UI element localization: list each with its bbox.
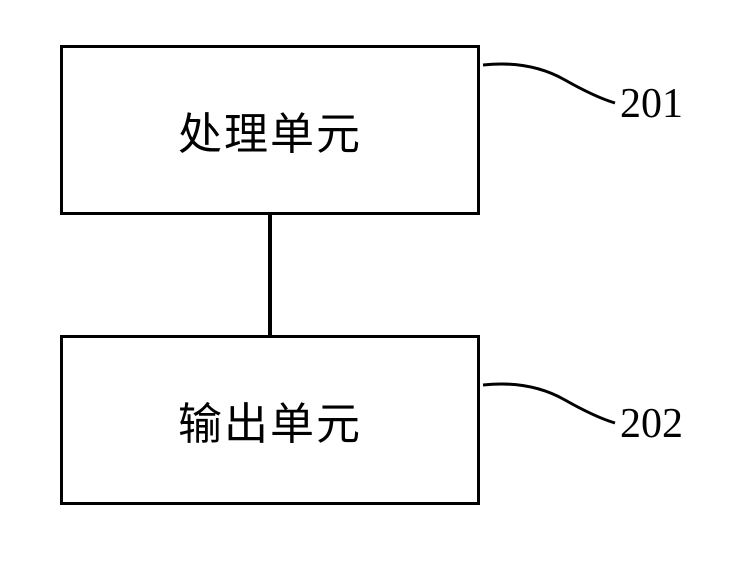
- connector-line: [268, 215, 272, 335]
- ref-label-202: 202: [620, 400, 683, 448]
- callout-curve-1: [480, 55, 620, 125]
- box-label: 输出单元: [178, 388, 362, 452]
- ref-label-201: 201: [620, 80, 683, 128]
- output-unit-box: 输出单元: [60, 335, 480, 505]
- callout-curve-2: [480, 375, 620, 445]
- box-label: 处理单元: [178, 98, 362, 162]
- block-diagram: 处理单元 201 输出单元 202: [0, 0, 749, 582]
- processing-unit-box: 处理单元: [60, 45, 480, 215]
